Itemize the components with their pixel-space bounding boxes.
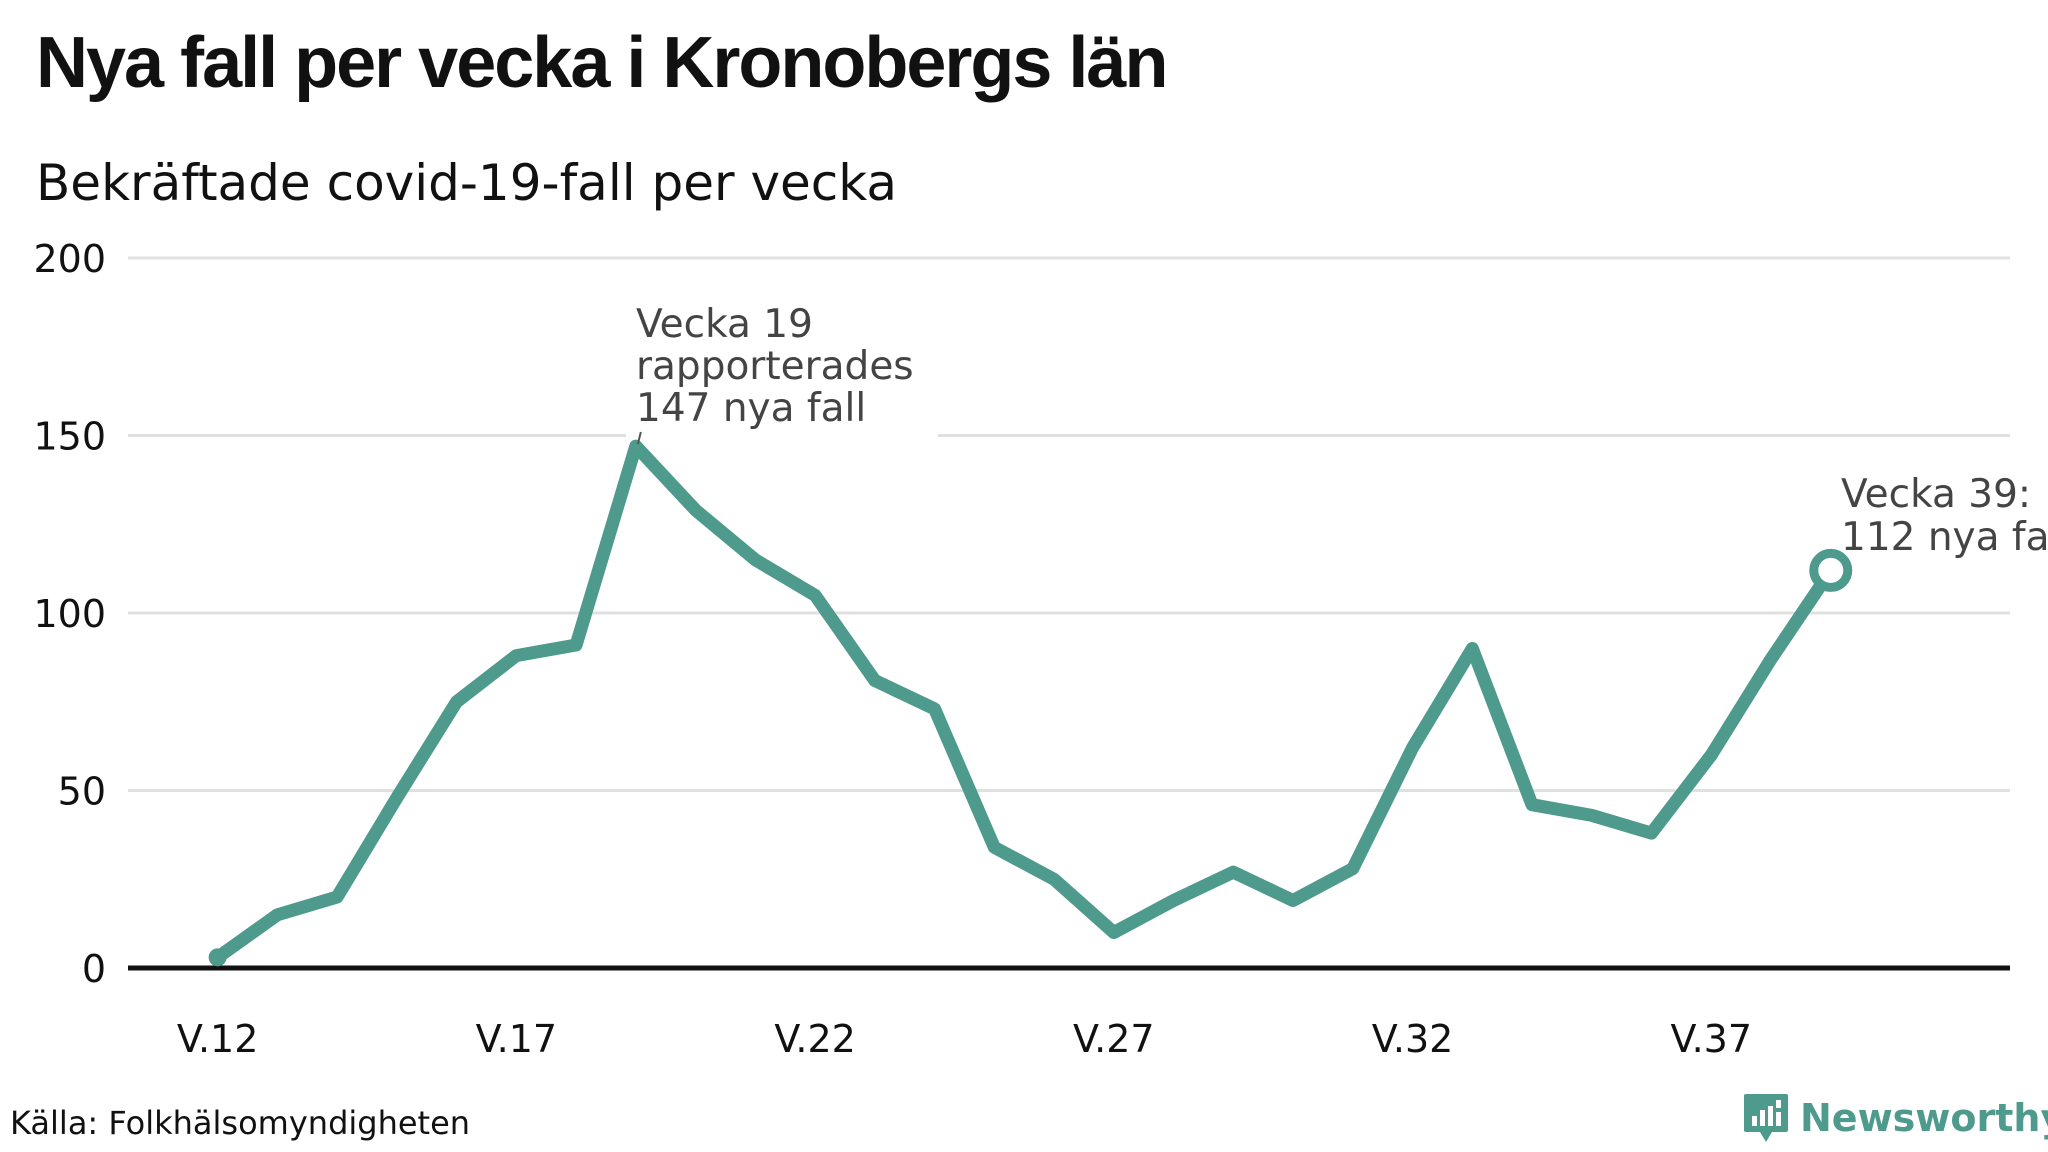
data-point	[1590, 814, 1593, 817]
x-tick-label: V.32	[1372, 1017, 1454, 1061]
data-point	[276, 913, 279, 916]
data-point	[336, 896, 339, 898]
annotation-text: Vecka 19	[636, 302, 813, 347]
series-cases	[208, 439, 1853, 967]
data-point	[1531, 803, 1534, 806]
data-point	[1411, 746, 1414, 749]
annotation-text: rapporterades	[636, 344, 914, 389]
data-point	[1292, 899, 1295, 902]
data-point	[515, 654, 518, 657]
data-point	[1232, 871, 1235, 874]
y-tick-label: 200	[33, 237, 106, 281]
y-tick-label: 50	[58, 770, 106, 814]
data-point	[1351, 867, 1354, 870]
annotation-pointer	[636, 431, 642, 445]
data-point	[694, 509, 697, 512]
data-point	[1112, 931, 1115, 934]
chart-subtitle: Bekräftade covid-19-fall per vecka	[36, 154, 898, 212]
data-point	[575, 643, 578, 646]
brand-logo: Newsworthy	[1742, 1092, 2048, 1144]
y-tick-label: 100	[33, 592, 106, 636]
annotation-text: 147 nya fall	[636, 386, 866, 431]
grid-lines	[128, 256, 2010, 971]
x-tick-label: V.37	[1671, 1017, 1753, 1061]
data-point	[993, 846, 996, 849]
data-point	[455, 700, 458, 703]
data-point	[873, 679, 876, 682]
brand-name: Newsworthy	[1800, 1096, 2048, 1140]
y-tick-label: 150	[33, 415, 106, 459]
data-point	[1770, 658, 1773, 661]
data-point	[1172, 899, 1175, 902]
annotation-text: Vecka 39:	[1841, 472, 2031, 517]
data-point	[395, 796, 398, 799]
data-point	[933, 707, 936, 710]
x-tick-label: V.22	[774, 1017, 856, 1061]
series-line	[211, 439, 1838, 964]
newsworthy-logo-icon	[1744, 1094, 1788, 1142]
endpoint-marker	[1809, 548, 1853, 592]
data-point	[1471, 647, 1474, 650]
data-point	[814, 594, 817, 597]
data-point	[208, 948, 227, 967]
data-point	[1710, 754, 1713, 756]
data-point	[1053, 878, 1056, 881]
data-point	[1650, 832, 1653, 835]
annotation-background	[626, 300, 938, 438]
x-tick-label: V.27	[1073, 1017, 1155, 1061]
annotation-text: 112 nya fal	[1841, 515, 2048, 560]
source-note: Källa: Folkhälsomyndigheten	[10, 1104, 471, 1142]
y-tick-label: 0	[82, 947, 106, 991]
y-axis-ticks: 0 50 100 150 200	[33, 237, 106, 991]
chart-title: Nya fall per vecka i Kronobergs län	[36, 23, 1168, 103]
x-tick-label: V.17	[476, 1017, 558, 1061]
data-point	[754, 558, 757, 561]
x-tick-label: V.12	[177, 1017, 259, 1061]
data-point	[634, 445, 637, 448]
x-axis-ticks: V.12 V.17 V.22 V.27 V.32 V.37	[177, 1017, 1752, 1061]
